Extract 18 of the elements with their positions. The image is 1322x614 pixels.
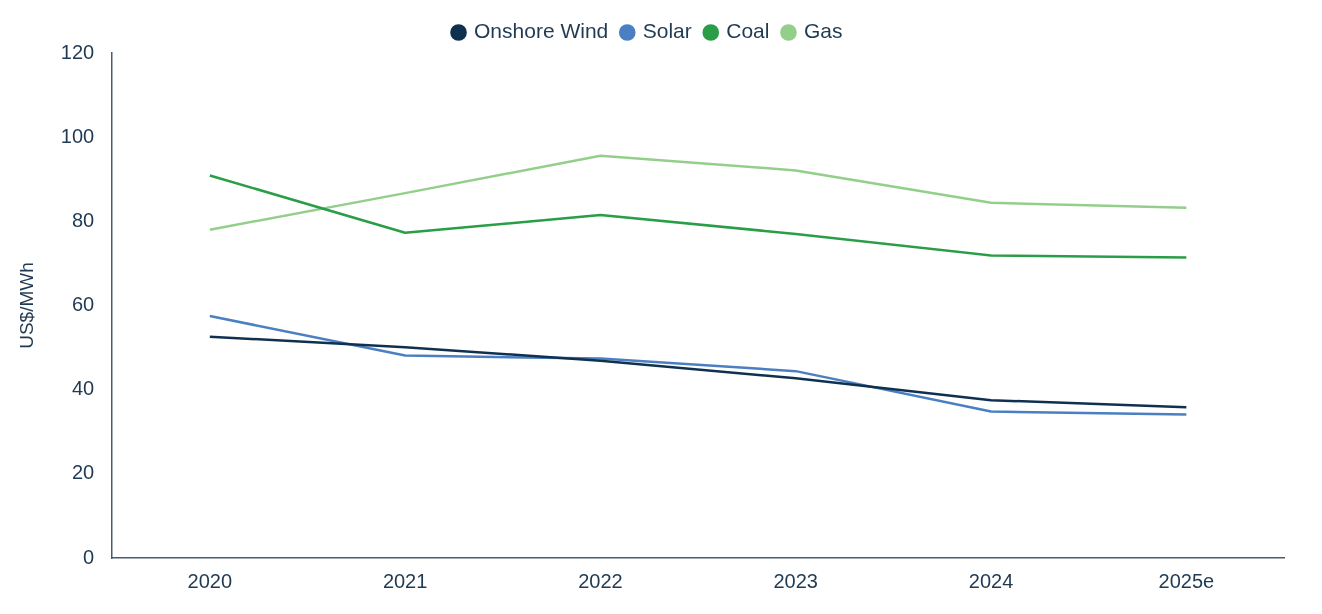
y-tick-label: 100 — [60, 124, 95, 147]
x-tick-label: 2024 — [968, 569, 1014, 592]
x-tick-label: 2022 — [578, 569, 623, 592]
legend-label: Solar — [642, 19, 692, 43]
legend-label: Onshore Wind — [474, 19, 609, 43]
x-tick-label: 2025e — [1158, 569, 1215, 592]
legend-label: Coal — [726, 19, 770, 43]
legend-label: Gas — [803, 19, 843, 43]
y-tick-label: 60 — [71, 293, 95, 316]
y-tick-label: 20 — [71, 461, 95, 484]
y-tick-label: 40 — [71, 377, 95, 400]
x-tick-label: 2021 — [382, 569, 428, 592]
x-tick-label: 2023 — [773, 569, 818, 592]
y-tick-label: 0 — [83, 545, 95, 568]
y-tick-label: 120 — [60, 40, 95, 63]
y-tick-label: 80 — [71, 208, 95, 231]
y-axis-title: US$/MWh — [15, 262, 37, 349]
x-tick-label: 2020 — [187, 569, 233, 592]
